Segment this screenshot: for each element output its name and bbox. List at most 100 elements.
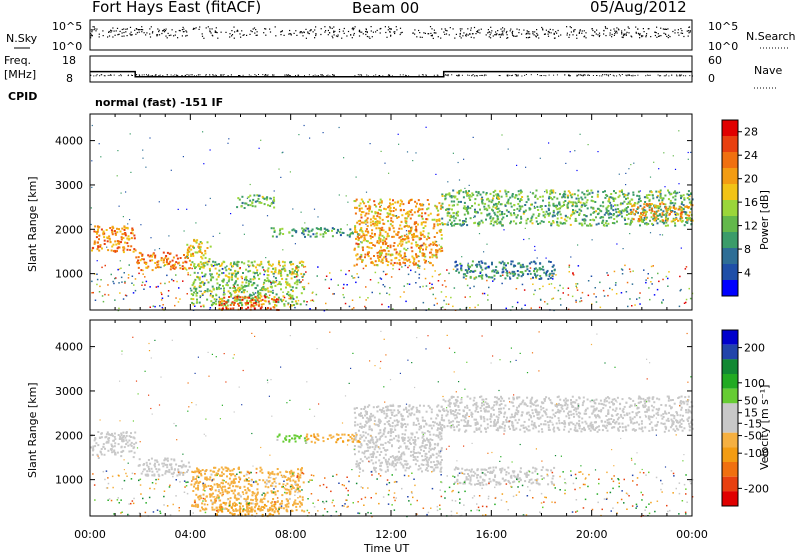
power-cell — [496, 222, 499, 225]
power-scatter-point — [294, 306, 296, 309]
power-cell — [534, 273, 537, 276]
velocity-cell — [210, 499, 213, 502]
power-cell — [552, 189, 555, 192]
velocity-cell — [248, 507, 251, 510]
noise-sample-point — [657, 33, 659, 35]
power-cell — [406, 259, 409, 262]
power-cell — [349, 232, 352, 235]
power-cell — [275, 235, 278, 238]
power-scatter-point — [424, 277, 427, 280]
power-cell — [431, 253, 434, 256]
power-scatter-point — [689, 297, 692, 300]
power-cell — [448, 212, 451, 215]
nave-sample-point — [683, 75, 685, 77]
power-cell — [674, 222, 676, 225]
nave-label: Nave — [754, 64, 782, 77]
power-scatter-point — [408, 283, 411, 285]
power-cell — [232, 265, 234, 268]
noise-sample-point — [656, 26, 658, 28]
power-cell — [236, 265, 239, 268]
power-scatter-point — [154, 249, 156, 251]
power-cell — [218, 273, 221, 276]
velocity-cell — [129, 436, 132, 438]
power-scatter-point — [168, 281, 170, 283]
power-cell — [595, 210, 598, 213]
power-cell — [643, 196, 646, 199]
power-scatter-point — [258, 147, 260, 149]
power-cell — [240, 275, 243, 278]
nave-sample-point — [107, 74, 109, 76]
nave-sample-point — [186, 74, 188, 75]
power-cell — [406, 211, 409, 214]
power-cell — [354, 206, 356, 209]
power-cell — [677, 219, 679, 222]
power-cell — [520, 217, 523, 220]
power-cell — [223, 293, 226, 296]
noise-sample-point — [585, 37, 587, 39]
power-cell — [632, 193, 635, 196]
power-cell — [166, 251, 169, 254]
noise-sample-point — [365, 31, 367, 33]
noise-sample-point — [656, 36, 658, 38]
power-scatter-point — [332, 293, 334, 295]
power-cell — [492, 197, 495, 200]
power-cell — [210, 304, 213, 307]
power-cell — [577, 197, 580, 200]
nave-sample-point — [264, 75, 266, 76]
noise-sample-point — [351, 37, 353, 39]
power-cell — [604, 196, 607, 199]
power-scatter-point — [343, 283, 345, 286]
power-cell — [519, 264, 522, 267]
velocity-cell — [164, 472, 167, 475]
power-scatter-point — [198, 290, 201, 292]
power-scatter-point — [486, 279, 488, 282]
power-cell — [556, 221, 559, 224]
power-scatter-point — [672, 155, 674, 157]
noise-sample-point — [209, 28, 211, 30]
velocity-cell — [121, 439, 124, 442]
power-cell — [648, 209, 651, 212]
nave-sample-point — [152, 75, 154, 77]
power-cell — [521, 205, 524, 208]
power-cell — [531, 215, 534, 218]
power-scatter-point — [472, 136, 474, 138]
power-cell — [260, 306, 263, 309]
velocity-cell — [271, 500, 274, 503]
velocity-cell — [244, 500, 247, 503]
nave-sample-point — [445, 74, 447, 75]
power-cell — [596, 213, 599, 216]
power-cell — [223, 302, 226, 305]
power-cell — [105, 229, 108, 231]
velocity-cell — [128, 439, 131, 442]
power-scatter-point — [233, 285, 235, 288]
velocity-cell — [153, 464, 156, 467]
noise-sample-point — [90, 35, 92, 37]
power-scatter-point — [379, 292, 381, 295]
power-cell — [436, 231, 439, 234]
power-cell — [220, 264, 223, 267]
power-cell — [641, 207, 644, 210]
power-cell — [359, 229, 362, 232]
power-cell — [237, 303, 240, 305]
power-cell — [212, 301, 215, 304]
power-cell — [172, 265, 175, 267]
power-cell — [548, 221, 551, 223]
power-cell — [221, 307, 224, 310]
power-cell — [391, 214, 394, 216]
power-cell — [578, 212, 581, 215]
power-cell — [154, 262, 157, 264]
power-scatter-point — [570, 256, 572, 258]
power-cell — [501, 268, 504, 271]
noise-sample-point — [511, 31, 513, 34]
power-scatter-point — [175, 274, 177, 276]
power-cell — [641, 220, 644, 223]
power-scatter-point — [194, 305, 196, 307]
power-cell — [393, 248, 396, 251]
power-cell — [387, 250, 390, 253]
power-cell — [120, 236, 123, 239]
power-cell — [289, 261, 291, 264]
power-cell — [480, 219, 483, 222]
velocity-cell — [200, 474, 203, 477]
velocity-cell — [232, 502, 234, 505]
power-cell — [398, 263, 401, 265]
